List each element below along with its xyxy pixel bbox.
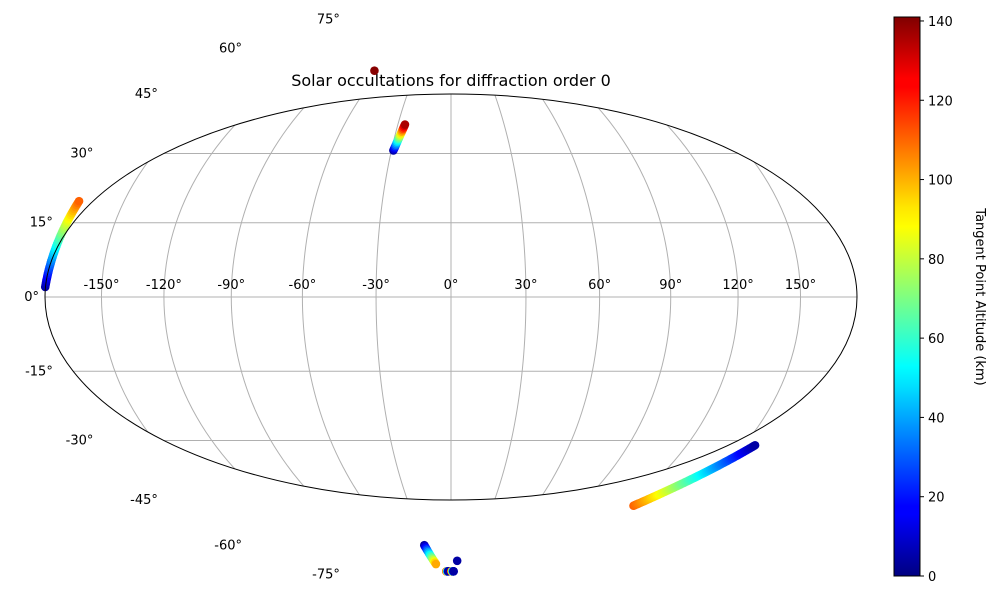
longitude-tick-label: 60° bbox=[588, 278, 611, 293]
longitude-tick-label: 150° bbox=[785, 278, 816, 293]
longitude-tick-label: 30° bbox=[514, 278, 537, 293]
colorbar-gradient bbox=[893, 16, 921, 577]
latitude-tick-label: 30° bbox=[70, 146, 93, 161]
occultation-point bbox=[452, 556, 462, 566]
longitude-tick-label: 90° bbox=[659, 278, 682, 293]
latitude-tick-label: 75° bbox=[317, 13, 340, 28]
latitude-tick-label: -75° bbox=[312, 567, 340, 582]
latitude-tick-label: 60° bbox=[219, 41, 242, 56]
longitude-tick-label: -90° bbox=[217, 278, 245, 293]
occultation-point bbox=[370, 66, 379, 75]
colorbar: 0 20 40 60 80 100 120 140 Tangent Point Altitud… bbox=[893, 15, 987, 585]
chart-title: Solar occultations for diffraction order… bbox=[291, 71, 611, 90]
occultation-point bbox=[750, 440, 760, 450]
latitude-tick-label: 15° bbox=[30, 216, 53, 231]
longitude-tick-label: -120° bbox=[146, 278, 182, 293]
occultation-point bbox=[74, 196, 84, 206]
colorbar-tick-label: 60 bbox=[928, 332, 945, 347]
latitude-tick-label: -30° bbox=[66, 434, 94, 449]
latitude-tick-label: -15° bbox=[25, 364, 53, 379]
colorbar-ticks: 0 20 40 60 80 100 120 140 bbox=[920, 15, 953, 585]
longitude-tick-label: 0° bbox=[444, 278, 459, 293]
occultation-point bbox=[431, 559, 441, 569]
latitude-tick-label: 0° bbox=[24, 290, 39, 305]
latitude-tick-labels: 75° 60° 45° 30° 15° 0° -15° -30° -45° -60° -75° bbox=[24, 13, 340, 583]
colorbar-label: Tangent Point Altitude (km) bbox=[972, 207, 987, 385]
map-boundary bbox=[44, 93, 858, 501]
longitude-tick-label: -150° bbox=[83, 278, 119, 293]
longitude-tick-labels: -150° -120° -90° -60° -30° 0° 30° 60° 90° 120° 150… bbox=[83, 278, 816, 293]
occultation-point bbox=[449, 567, 458, 576]
colorbar-tick-label: 20 bbox=[928, 491, 945, 506]
colorbar-tick-label: 0 bbox=[928, 570, 936, 585]
longitude-tick-label: -60° bbox=[289, 278, 317, 293]
latitude-tick-label: -45° bbox=[130, 493, 158, 508]
colorbar-tick-label: 40 bbox=[928, 411, 945, 426]
colorbar-tick-label: 100 bbox=[928, 174, 953, 189]
occultation-point bbox=[400, 120, 410, 129]
colorbar-tick-label: 120 bbox=[928, 94, 953, 109]
colorbar-tick-label: 140 bbox=[928, 15, 953, 30]
longitude-tick-label: 120° bbox=[722, 278, 753, 293]
longitude-tick-label: -30° bbox=[362, 278, 390, 293]
latitude-tick-label: 45° bbox=[135, 87, 158, 102]
data-points bbox=[40, 66, 760, 576]
colorbar-tick-label: 80 bbox=[928, 253, 945, 268]
map-grid bbox=[45, 94, 857, 500]
latitude-tick-label: -60° bbox=[214, 539, 242, 554]
